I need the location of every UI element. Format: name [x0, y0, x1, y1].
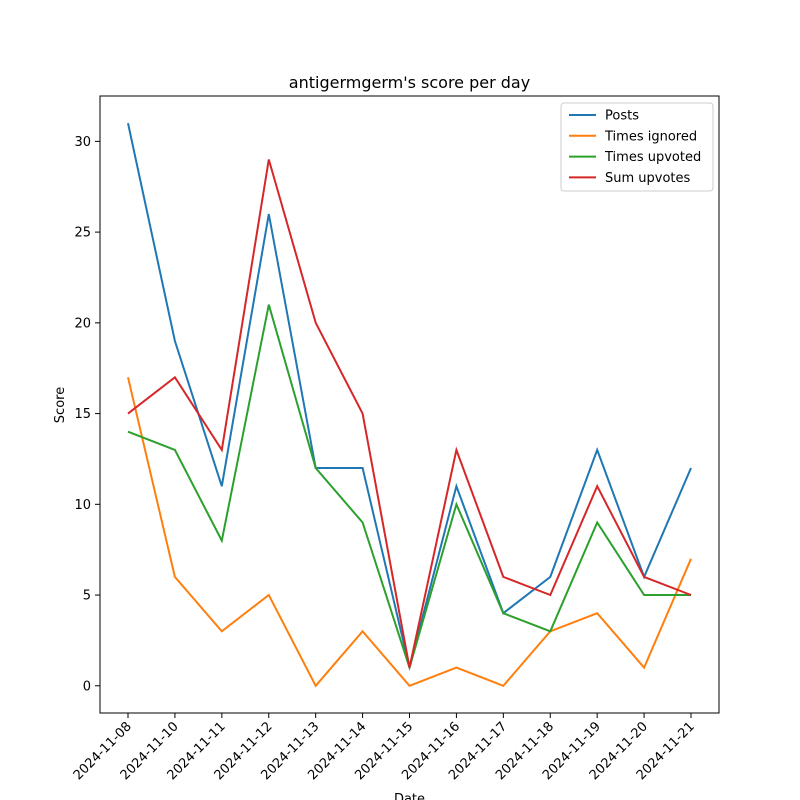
x-axis: 2024-11-082024-11-102024-11-112024-11-12… — [71, 713, 698, 783]
y-tick-label: 10 — [74, 498, 91, 513]
y-tick-label: 20 — [74, 316, 91, 331]
y-tick-label: 0 — [83, 679, 91, 694]
y-tick-label: 25 — [74, 226, 91, 241]
legend: Posts Times ignored Times upvoted Sum upvot… — [560, 102, 714, 192]
series-line-times-ignored — [127, 377, 692, 688]
legend-entry: Times upvoted — [604, 150, 701, 165]
y-axis-title: Score — [53, 387, 68, 423]
series-lines — [127, 122, 692, 688]
series-line-times-upvoted — [127, 304, 691, 672]
legend-box — [560, 102, 714, 192]
legend-entry: Posts — [605, 109, 639, 124]
y-axis: 0 5 10 15 20 25 30 — [74, 135, 100, 694]
legend-entry: Times ignored — [604, 129, 697, 144]
legend-entry: Sum upvotes — [605, 171, 691, 186]
x-axis-title: Date — [394, 792, 425, 800]
y-tick-label: 5 — [83, 589, 91, 604]
chart-title: antigermgerm's score per day — [289, 73, 530, 92]
series-line-sum-upvotes — [127, 159, 692, 668]
y-tick-label: 15 — [74, 407, 91, 422]
y-tick-label: 30 — [74, 135, 91, 150]
series-line-posts — [127, 122, 692, 668]
